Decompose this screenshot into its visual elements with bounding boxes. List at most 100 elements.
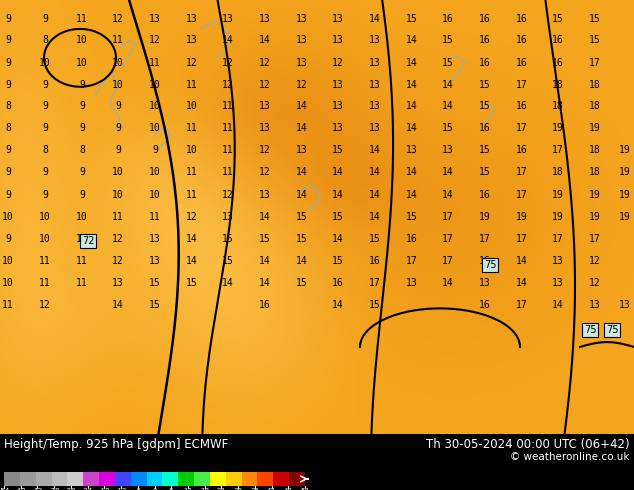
Text: 13: 13: [442, 146, 454, 155]
Text: 16: 16: [552, 35, 564, 46]
Text: 9: 9: [42, 80, 48, 90]
Text: 19: 19: [552, 123, 564, 133]
Text: 6: 6: [169, 489, 174, 490]
Text: 12: 12: [259, 168, 271, 177]
Text: 10: 10: [186, 101, 198, 111]
Bar: [115, 472, 131, 486]
Text: 11: 11: [39, 256, 51, 266]
Text: 8: 8: [42, 35, 48, 46]
Text: 14: 14: [222, 35, 234, 46]
Text: 15: 15: [479, 168, 491, 177]
Text: 14: 14: [442, 168, 454, 177]
Text: 10: 10: [149, 123, 161, 133]
Text: 9: 9: [5, 14, 11, 24]
Text: 16: 16: [479, 190, 491, 199]
Text: 14: 14: [442, 278, 454, 288]
Text: 15: 15: [149, 278, 161, 288]
Text: 13: 13: [552, 256, 564, 266]
Text: 13: 13: [589, 300, 601, 311]
Text: 13: 13: [332, 101, 344, 111]
Text: 11: 11: [222, 146, 234, 155]
Text: 18: 18: [552, 80, 564, 90]
Text: 17: 17: [516, 80, 528, 90]
Text: 14: 14: [369, 190, 381, 199]
Text: 18: 18: [589, 146, 601, 155]
Text: -54: -54: [0, 489, 10, 490]
Text: 14: 14: [406, 80, 418, 90]
Text: 13: 13: [296, 35, 308, 46]
Text: 11: 11: [112, 35, 124, 46]
Text: 10: 10: [149, 101, 161, 111]
Text: 16: 16: [479, 123, 491, 133]
Text: © weatheronline.co.uk: © weatheronline.co.uk: [510, 452, 630, 462]
Text: 14: 14: [406, 101, 418, 111]
Text: 13: 13: [259, 101, 271, 111]
Text: 16: 16: [259, 300, 271, 311]
Text: 15: 15: [259, 234, 271, 244]
Text: 8: 8: [42, 146, 48, 155]
Bar: [51, 472, 67, 486]
Text: 13: 13: [296, 146, 308, 155]
Text: 19: 19: [619, 146, 631, 155]
Text: 19: 19: [619, 168, 631, 177]
Text: 14: 14: [259, 278, 271, 288]
Text: 12: 12: [186, 58, 198, 68]
Text: 14: 14: [406, 123, 418, 133]
Text: 16: 16: [516, 146, 528, 155]
Text: 12: 12: [112, 234, 124, 244]
Text: 75: 75: [605, 324, 618, 335]
Text: 13: 13: [222, 212, 234, 222]
Bar: [36, 472, 51, 486]
Text: 15: 15: [296, 212, 308, 222]
Text: 15: 15: [332, 146, 344, 155]
Text: 15: 15: [332, 212, 344, 222]
Text: 13: 13: [406, 146, 418, 155]
Text: 10: 10: [112, 190, 124, 199]
Text: 10: 10: [76, 58, 88, 68]
Text: -6: -6: [134, 489, 141, 490]
Text: 9: 9: [79, 190, 85, 199]
Text: -12: -12: [115, 489, 127, 490]
Text: 0: 0: [152, 489, 157, 490]
Text: 14: 14: [369, 14, 381, 24]
Text: 16: 16: [442, 14, 454, 24]
Text: 13: 13: [149, 234, 161, 244]
Text: 8: 8: [79, 146, 85, 155]
Text: 11: 11: [76, 278, 88, 288]
Text: 9: 9: [5, 146, 11, 155]
Text: 11: 11: [149, 212, 161, 222]
Text: 12: 12: [183, 489, 192, 490]
Text: 15: 15: [442, 35, 454, 46]
Text: -24: -24: [82, 489, 93, 490]
Text: 9: 9: [42, 123, 48, 133]
Text: 14: 14: [259, 212, 271, 222]
Bar: [257, 472, 273, 486]
Text: 9: 9: [115, 146, 121, 155]
Bar: [194, 472, 210, 486]
Text: -30: -30: [65, 489, 77, 490]
Text: 18: 18: [552, 101, 564, 111]
Bar: [178, 472, 194, 486]
Text: 16: 16: [406, 234, 418, 244]
Text: 12: 12: [39, 300, 51, 311]
Text: 10: 10: [112, 80, 124, 90]
Text: 11: 11: [149, 58, 161, 68]
Text: 14: 14: [332, 300, 344, 311]
Text: 11: 11: [186, 168, 198, 177]
Text: 14: 14: [369, 212, 381, 222]
Text: 12: 12: [112, 256, 124, 266]
Text: 10: 10: [76, 212, 88, 222]
Text: 15: 15: [589, 14, 601, 24]
Text: 15: 15: [442, 58, 454, 68]
Text: 14: 14: [332, 234, 344, 244]
Text: 13: 13: [186, 35, 198, 46]
Text: 14: 14: [296, 123, 308, 133]
Text: 54: 54: [301, 489, 309, 490]
Text: 9: 9: [79, 101, 85, 111]
Text: 15: 15: [589, 35, 601, 46]
Bar: [4, 472, 20, 486]
Text: 17: 17: [369, 278, 381, 288]
Text: 14: 14: [369, 146, 381, 155]
Text: 18: 18: [589, 80, 601, 90]
Text: 48: 48: [284, 489, 293, 490]
